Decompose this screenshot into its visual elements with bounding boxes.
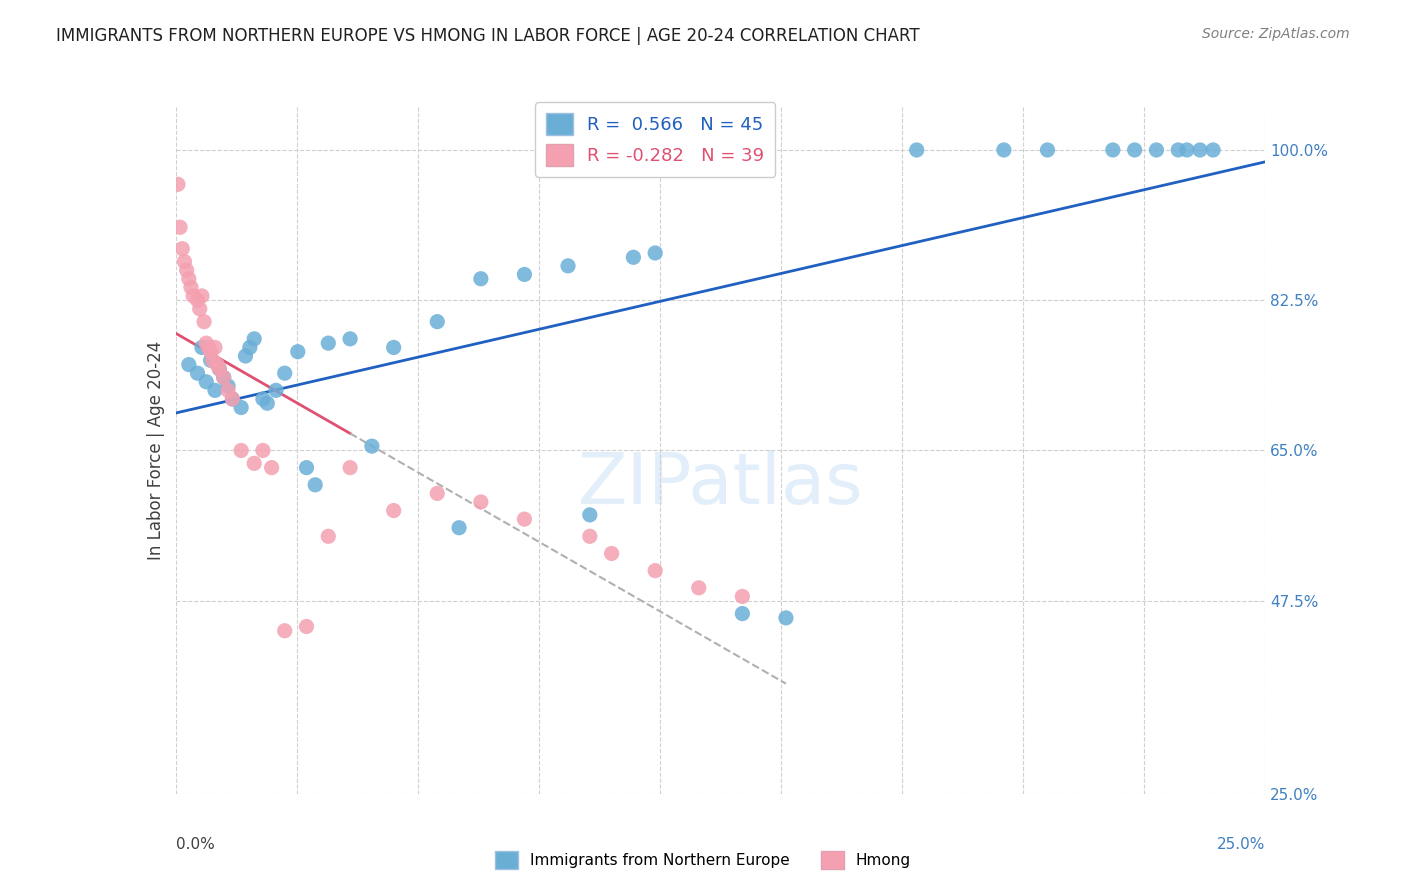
Point bbox=[644, 564, 666, 578]
Point bbox=[382, 503, 405, 517]
Point bbox=[212, 370, 235, 384]
Point bbox=[470, 495, 492, 509]
Point bbox=[1202, 143, 1225, 157]
Point bbox=[1175, 143, 1198, 157]
Point bbox=[197, 340, 219, 354]
Point bbox=[217, 384, 239, 398]
Point bbox=[513, 512, 536, 526]
Point bbox=[1146, 143, 1168, 157]
Text: 0.0%: 0.0% bbox=[176, 837, 215, 852]
Point bbox=[264, 384, 287, 398]
Point bbox=[204, 340, 226, 354]
Point bbox=[993, 143, 1015, 157]
Point bbox=[295, 460, 318, 475]
Point bbox=[775, 611, 797, 625]
Point bbox=[1036, 143, 1059, 157]
Point bbox=[221, 392, 243, 406]
Point bbox=[212, 370, 235, 384]
Point bbox=[217, 379, 239, 393]
Point bbox=[447, 521, 470, 535]
Y-axis label: In Labor Force | Age 20-24: In Labor Force | Age 20-24 bbox=[146, 341, 165, 560]
Point bbox=[231, 401, 253, 415]
Point bbox=[579, 529, 602, 543]
Point bbox=[287, 344, 309, 359]
Point bbox=[167, 178, 190, 192]
Point bbox=[193, 315, 215, 329]
Point bbox=[200, 344, 222, 359]
Text: IMMIGRANTS FROM NORTHERN EUROPE VS HMONG IN LABOR FORCE | AGE 20-24 CORRELATION : IMMIGRANTS FROM NORTHERN EUROPE VS HMONG… bbox=[56, 27, 920, 45]
Point bbox=[200, 353, 222, 368]
Point bbox=[180, 280, 202, 294]
Point bbox=[688, 581, 710, 595]
Text: Source: ZipAtlas.com: Source: ZipAtlas.com bbox=[1202, 27, 1350, 41]
Text: 25.0%: 25.0% bbox=[1218, 837, 1265, 852]
Point bbox=[205, 358, 228, 372]
Point bbox=[208, 362, 231, 376]
Point bbox=[231, 443, 253, 458]
Point bbox=[256, 396, 278, 410]
Point bbox=[1123, 143, 1146, 157]
Point bbox=[235, 349, 257, 363]
Point bbox=[274, 624, 297, 638]
Point bbox=[361, 439, 384, 453]
Point bbox=[201, 353, 224, 368]
Point bbox=[186, 293, 209, 308]
Point bbox=[731, 590, 754, 604]
Point bbox=[243, 332, 266, 346]
Legend: Immigrants from Northern Europe, Hmong: Immigrants from Northern Europe, Hmong bbox=[489, 845, 917, 875]
Point bbox=[181, 289, 204, 303]
Point bbox=[186, 366, 209, 380]
Point bbox=[1102, 143, 1125, 157]
Point bbox=[176, 263, 198, 277]
Point bbox=[1189, 143, 1212, 157]
Point bbox=[295, 619, 318, 633]
Point bbox=[339, 332, 361, 346]
Point bbox=[252, 392, 274, 406]
Point bbox=[274, 366, 297, 380]
Point bbox=[339, 460, 361, 475]
Point bbox=[905, 143, 928, 157]
Point bbox=[304, 477, 326, 491]
Text: ZIPatlas: ZIPatlas bbox=[578, 450, 863, 519]
Point bbox=[579, 508, 602, 522]
Point bbox=[513, 268, 536, 282]
Point bbox=[318, 529, 340, 543]
Point bbox=[204, 384, 226, 398]
Point bbox=[318, 336, 340, 351]
Point bbox=[260, 460, 283, 475]
Point bbox=[177, 358, 200, 372]
Point bbox=[426, 486, 449, 500]
Point bbox=[557, 259, 579, 273]
Point bbox=[172, 242, 194, 256]
Point bbox=[1167, 143, 1189, 157]
Point bbox=[191, 340, 214, 354]
Point bbox=[169, 220, 191, 235]
Point bbox=[731, 607, 754, 621]
Point bbox=[188, 301, 211, 316]
Legend: R =  0.566   N = 45, R = -0.282   N = 39: R = 0.566 N = 45, R = -0.282 N = 39 bbox=[536, 103, 775, 178]
Point bbox=[208, 362, 231, 376]
Point bbox=[195, 375, 218, 389]
Point bbox=[243, 456, 266, 470]
Point bbox=[644, 246, 666, 260]
Point bbox=[221, 392, 243, 406]
Point bbox=[177, 271, 200, 285]
Point bbox=[600, 546, 623, 561]
Point bbox=[470, 271, 492, 285]
Point bbox=[191, 289, 214, 303]
Point bbox=[239, 340, 262, 354]
Point bbox=[252, 443, 274, 458]
Point bbox=[382, 340, 405, 354]
Point bbox=[195, 336, 218, 351]
Point bbox=[426, 315, 449, 329]
Point bbox=[621, 250, 644, 264]
Point bbox=[173, 254, 195, 268]
